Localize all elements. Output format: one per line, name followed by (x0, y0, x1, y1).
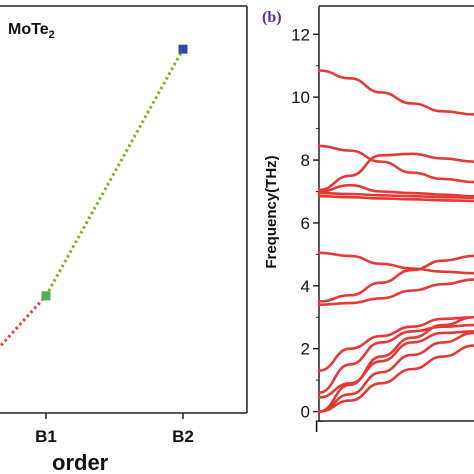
chart-b-y-tick-labels: 0 2 4 6 8 10 12 (291, 25, 310, 421)
chart-b-branch-line (317, 315, 474, 413)
chart-b-dispersion-lines (317, 69, 474, 413)
chart-b-y-tick-label: 10 (291, 88, 310, 107)
chart-b-branch-line (317, 152, 474, 192)
chart-b-y-axis-label: Frequency(THz) (263, 155, 280, 268)
chart-a-marker (178, 44, 188, 54)
chart-b-branch-line (317, 254, 474, 303)
chart-b-y-tick-label: 12 (291, 25, 310, 44)
chart-a-title-subscript: 2 (49, 29, 55, 41)
chart-b-y-tick-label: 0 (301, 403, 310, 422)
chart-b-branch-line (317, 194, 474, 203)
chart-b-branch-line (317, 251, 474, 275)
chart-a-tick-labels: B1 B2 (35, 427, 194, 446)
chart-b-y-tick-label: 8 (301, 151, 310, 170)
chart-a-x-tick-label: B1 (35, 427, 57, 446)
chart-b-branch-line (317, 331, 474, 413)
chart-a-line-segments (0, 48, 185, 349)
chart-a-title: MoTe2 (8, 21, 55, 41)
chart-b-branch-line (317, 330, 474, 399)
chart-b-y-tick-label: 6 (301, 214, 310, 233)
chart-b-branch-line (317, 183, 474, 198)
chart-b-branch-line (317, 191, 474, 200)
chart-a-axes (0, 5, 248, 419)
chart-a-markers (41, 44, 188, 301)
chart-b-branch-line (317, 278, 474, 306)
chart-b-y-tick-label: 2 (301, 340, 310, 359)
chart-a-segment (0, 294, 48, 349)
chart-b-branch-line (317, 344, 474, 413)
chart-a-title-main: MoTe (8, 21, 49, 38)
chart-a-marker (41, 291, 51, 301)
chart-b-branch-line (317, 144, 474, 184)
chart-b-branch-line (317, 323, 474, 395)
panel-b: (b) 0 2 4 6 8 10 12 Frequency(THz) Γ (262, 5, 474, 436)
chart-b-axes (313, 5, 474, 422)
chart-b-branch-line (317, 315, 474, 372)
chart-a-x-tick-label: B2 (172, 427, 194, 446)
chart-b-x-tick-gamma: Γ (314, 417, 323, 436)
panel-a: MoTe2 B1 B2 order (0, 5, 248, 474)
chart-b-branch-line (317, 69, 474, 116)
chart-a-x-axis-label: order (52, 450, 109, 474)
chart-a-segment (44, 48, 185, 297)
chart-b-y-tick-label: 4 (301, 277, 310, 296)
chart-b-panel-label: (b) (262, 9, 282, 26)
